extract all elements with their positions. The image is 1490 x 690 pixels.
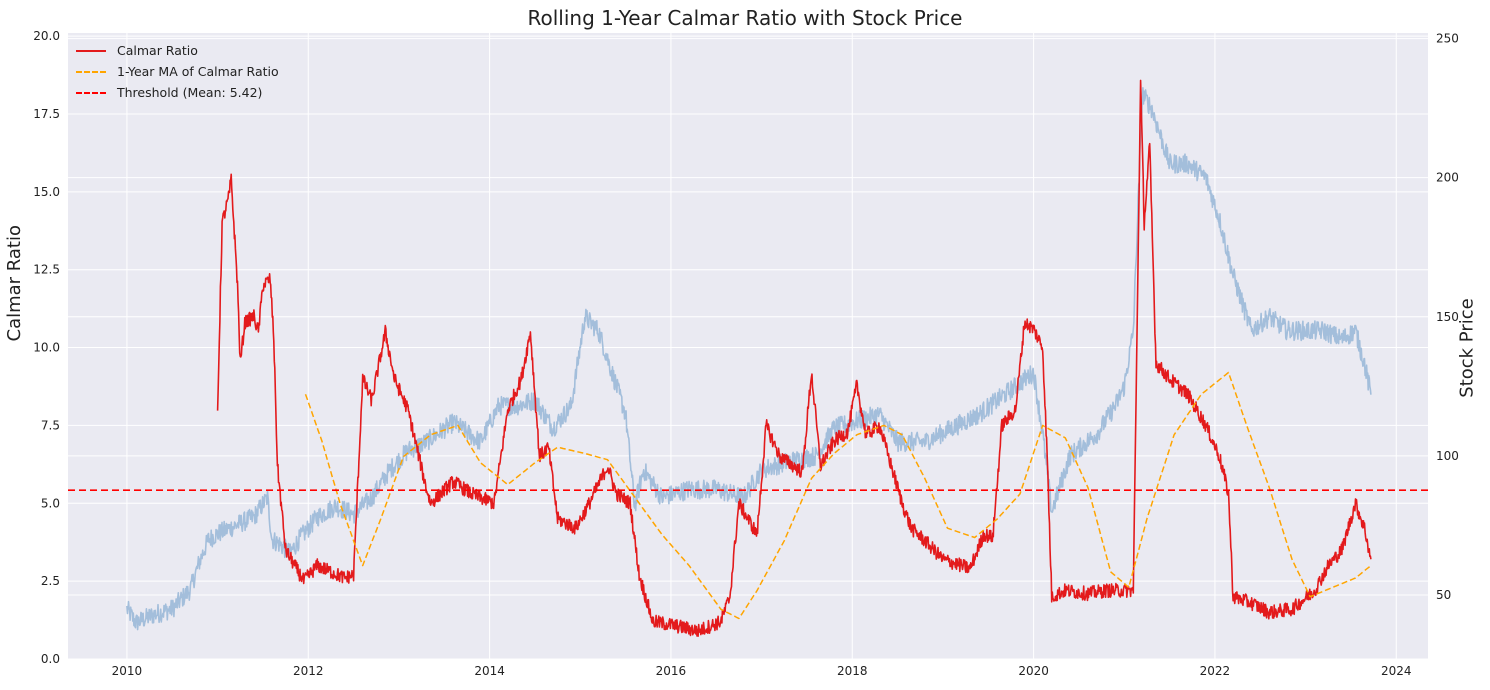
y-right-tick-label: 100	[1436, 449, 1459, 463]
plot-background	[68, 33, 1428, 659]
y-left-tick-label: 15.0	[33, 185, 60, 199]
grid	[68, 33, 1428, 660]
y-left-tick-label: 5.0	[41, 496, 60, 510]
series-layer	[68, 79, 1428, 637]
legend-item-ma: 1-Year MA of Calmar Ratio	[76, 61, 279, 82]
legend-item-calmar: Calmar Ratio	[76, 40, 279, 61]
y-left-tick-label: 0.0	[41, 652, 60, 666]
series-calmar-ma	[304, 371, 1372, 620]
y-left-tick-label: 17.5	[33, 107, 60, 121]
y-left-tick-label: 12.5	[33, 263, 60, 277]
y-right-tick-label: 50	[1436, 588, 1451, 602]
y-left-tick-label: 7.5	[41, 418, 60, 432]
legend: Calmar Ratio 1-Year MA of Calmar Ratio T…	[76, 40, 279, 103]
legend-item-threshold: Threshold (Mean: 5.42)	[76, 82, 279, 103]
x-tick-label: 2024	[1381, 664, 1412, 678]
x-tick-label: 2018	[837, 664, 868, 678]
legend-label-calmar: Calmar Ratio	[117, 43, 198, 58]
x-tick-label: 2014	[474, 664, 505, 678]
legend-swatch-calmar	[76, 49, 106, 52]
x-tick-label: 2012	[293, 664, 324, 678]
y-left-tick-label: 20.0	[33, 29, 60, 43]
x-tick-label: 2020	[1018, 664, 1049, 678]
legend-label-threshold: Threshold (Mean: 5.42)	[117, 85, 263, 100]
x-tick-label: 2010	[112, 664, 143, 678]
series-stock-price	[126, 87, 1372, 631]
tick-layer: 2010 2012 2014 2016 2018 2020 2022 2024 0.0 2.5 5.…	[33, 29, 1459, 678]
legend-label-ma: 1-Year MA of Calmar Ratio	[117, 64, 279, 79]
y-right-tick-label: 150	[1436, 310, 1459, 324]
legend-swatch-ma	[76, 70, 106, 73]
y-right-tick-label: 200	[1436, 171, 1459, 185]
y-left-tick-label: 10.0	[33, 341, 60, 355]
chart-title: Rolling 1-Year Calmar Ratio with Stock P…	[527, 6, 963, 30]
legend-swatch-threshold	[76, 91, 106, 94]
x-tick-label: 2022	[1200, 664, 1231, 678]
y-right-tick-label: 250	[1436, 32, 1459, 46]
x-tick-label: 2016	[656, 664, 687, 678]
y-left-tick-label: 2.5	[41, 574, 60, 588]
series-calmar-ratio	[216, 79, 1372, 637]
